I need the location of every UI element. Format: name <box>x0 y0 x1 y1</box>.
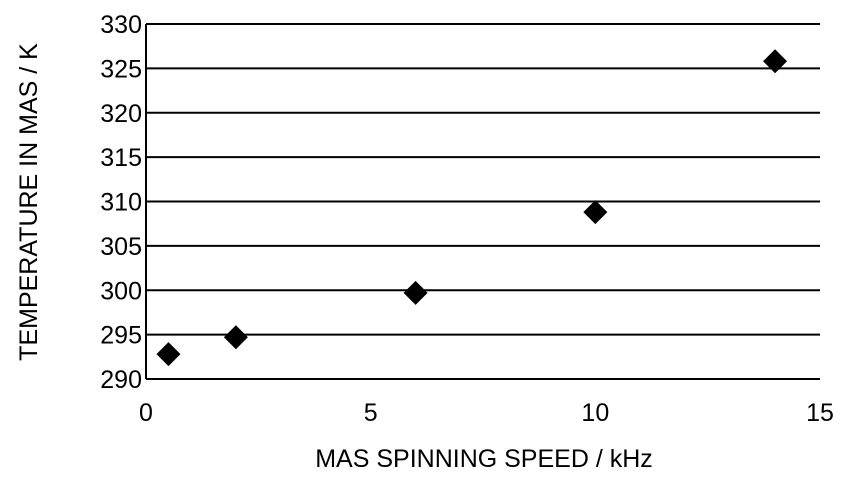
y-axis-label: TEMPERATURE IN MAS / K <box>15 43 43 361</box>
y-tick-label: 295 <box>100 322 142 350</box>
gridlines <box>146 23 820 380</box>
y-tick-label: 330 <box>100 11 142 39</box>
y-tick-label: 325 <box>100 55 142 83</box>
y-tick-label: 305 <box>100 233 142 261</box>
y-tick-label: 290 <box>100 366 142 394</box>
y-tick-label: 320 <box>100 100 142 128</box>
y-tick-label: 300 <box>100 277 142 305</box>
x-axis-label: MAS SPINNING SPEED / kHz <box>315 445 653 473</box>
x-tick-labels: 0 5 10 15 <box>139 399 834 427</box>
data-points <box>156 49 788 367</box>
y-tick-labels: 290 295 300 305 310 315 320 325 330 <box>100 11 142 394</box>
y-tick-label: 310 <box>100 189 142 217</box>
data-point-marker <box>223 325 248 350</box>
data-point-marker <box>583 200 608 225</box>
x-tick-label: 15 <box>806 399 834 427</box>
data-point-marker <box>763 49 788 74</box>
x-tick-label: 5 <box>364 399 378 427</box>
data-point-marker <box>403 280 428 305</box>
y-tick-label: 315 <box>100 144 142 172</box>
x-tick-label: 0 <box>139 399 153 427</box>
data-point-marker <box>156 342 181 367</box>
x-tick-label: 10 <box>581 399 609 427</box>
